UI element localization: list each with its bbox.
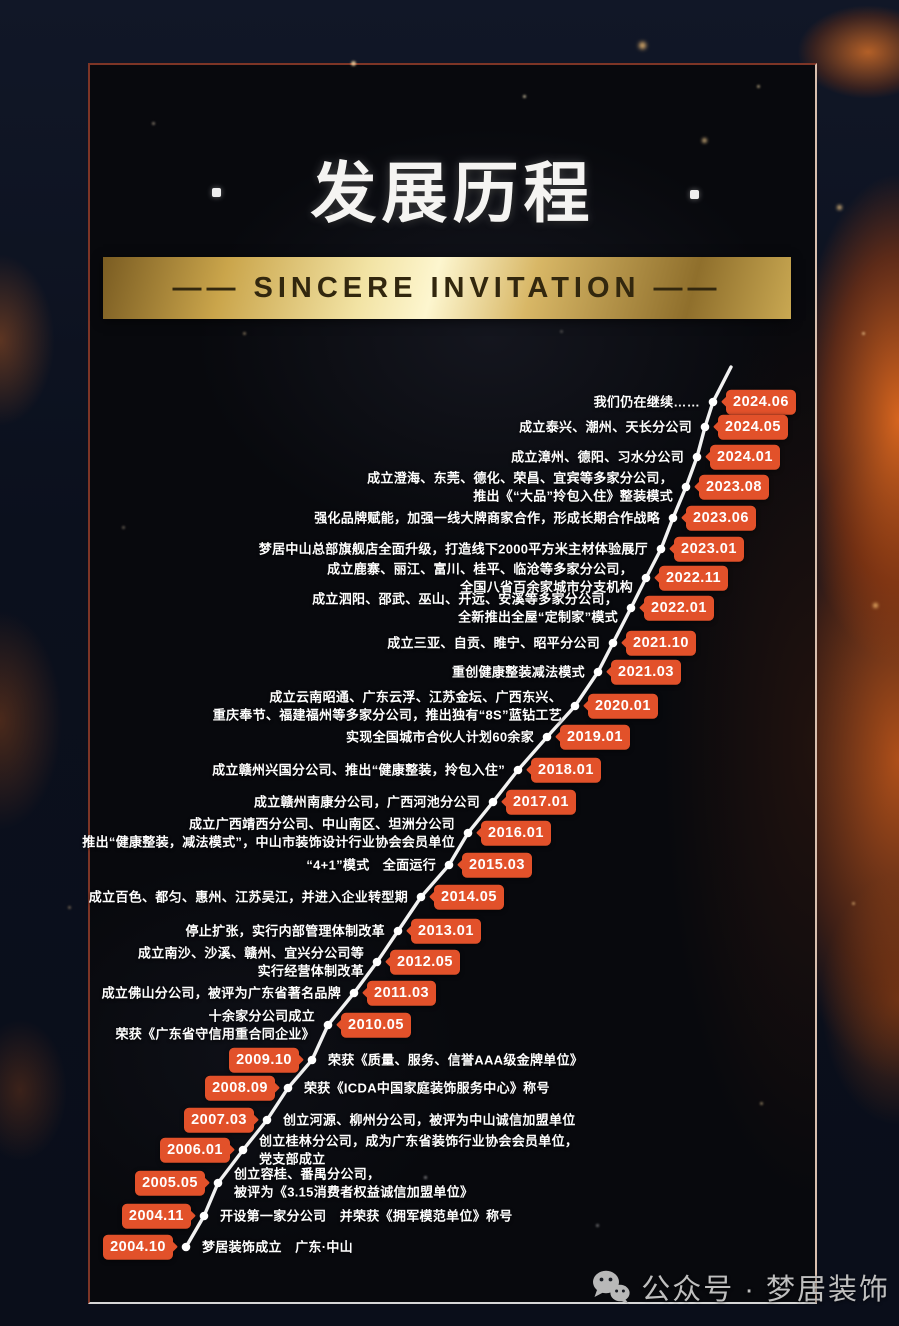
milestone-text: 成立百色、都匀、惠州、江苏吴江，并进入企业转型期 <box>88 889 408 905</box>
milestone-text: 强化品牌赋能，加强一线大牌商家合作，形成长期合作战略 <box>314 510 660 526</box>
milestone-text: 停止扩张，实行内部管理体制改革 <box>185 923 385 939</box>
watermark: 公众号 · 梦居装饰 <box>591 1266 890 1308</box>
date-badge: 2024.05 <box>718 414 788 440</box>
milestone-text: 开设第一家分公司 并荣获《拥军模范单位》称号 <box>220 1208 513 1224</box>
date-badge: 2021.10 <box>626 630 696 656</box>
milestone-text: 创立河源、柳州分公司，被评为中山诚信加盟单位 <box>283 1112 576 1128</box>
date-badge: 2012.05 <box>390 949 460 975</box>
date-badge: 2014.05 <box>434 884 504 910</box>
page-title: 发展历程 <box>310 158 595 231</box>
date-badge: 2020.01 <box>588 693 658 719</box>
date-badge: 2018.01 <box>531 757 601 783</box>
milestone-text: 成立赣州南康分公司，广西河池分公司 <box>253 794 480 810</box>
date-badge: 2007.03 <box>184 1107 254 1133</box>
date-badge: 2010.05 <box>341 1012 411 1038</box>
milestone-text: 成立赣州兴国分公司、推出“健康整装，拎包入住” <box>212 762 505 778</box>
milestone-text: 成立泰兴、潮州、天长分公司 <box>519 419 692 435</box>
milestone-text: 十余家分公司成立 荣获《广东省守信用重合同企业》 <box>115 1008 315 1042</box>
milestone-text: 创立桂林分公司，成为广东省装饰行业协会会员单位， 党支部成立 <box>259 1133 579 1167</box>
milestone-text: 创立容桂、番禺分公司， 被评为《3.15消费者权益诚信加盟单位》 <box>234 1166 474 1200</box>
milestone-text: 重创健康整装减法模式 <box>451 664 585 680</box>
milestone-text: 荣获《质量、服务、信誉AAA级金牌单位》 <box>328 1052 584 1068</box>
date-badge: 2004.10 <box>103 1234 173 1260</box>
title-dot-right <box>690 190 699 199</box>
date-badge: 2011.03 <box>367 980 437 1006</box>
milestone-text: 成立云南昭通、广东云浮、江苏金坛、广西东兴、 重庆奉节、福建福州等多家分公司，推出… <box>212 689 562 723</box>
date-badge: 2004.11 <box>121 1203 191 1229</box>
date-badge: 2009.10 <box>229 1047 299 1073</box>
milestone-text: 成立泗阳、邵武、巫山、开远、安溪等多家分公司， 全新推出全屋“定制家”模式 <box>312 591 618 625</box>
milestone-text: 成立佛山分公司，被评为广东省著名品牌 <box>101 985 341 1001</box>
date-badge: 2021.03 <box>611 659 681 685</box>
date-badge: 2023.06 <box>686 505 756 531</box>
date-badge: 2005.05 <box>135 1170 205 1196</box>
milestone-text: 荣获《ICDA中国家庭装饰服务中心》称号 <box>304 1080 550 1096</box>
date-badge: 2023.01 <box>674 536 744 562</box>
milestone-text: 实现全国城市合伙人计划60余家 <box>346 729 534 745</box>
date-badge: 2022.11 <box>659 565 729 591</box>
wechat-icon <box>591 1269 631 1305</box>
gold-banner: —— SINCERE INVITATION —— <box>103 257 791 319</box>
date-badge: 2017.01 <box>506 789 576 815</box>
date-badge: 2019.01 <box>560 724 630 750</box>
banner-text: —— SINCERE INVITATION —— <box>172 271 722 304</box>
date-badge: 2006.01 <box>160 1137 230 1163</box>
date-badge: 2013.01 <box>411 918 481 944</box>
date-badge: 2022.01 <box>644 595 714 621</box>
milestone-text: 成立三亚、自贡、睢宁、昭平分公司 <box>387 635 600 651</box>
milestone-text: 成立南沙、沙溪、赣州、宜兴分公司等 实行经营体制改革 <box>137 945 364 979</box>
milestone-text: 梦居中山总部旗舰店全面升级，打造线下2000平方米主材体验展厅 <box>258 541 648 557</box>
milestone-text: “4+1”模式 全面运行 <box>306 857 436 873</box>
date-badge: 2016.01 <box>481 820 551 846</box>
milestone-text: 成立漳州、德阳、习水分公司 <box>511 449 684 465</box>
date-badge: 2024.06 <box>726 389 796 415</box>
milestone-text: 成立广西靖西分公司、中山南区、坦洲分公司 推出“健康整装，减法模式”，中山市装饰设… <box>82 816 455 850</box>
date-badge: 2015.03 <box>462 852 532 878</box>
milestone-text: 成立澄海、东莞、德化、荣昌、宜宾等多家分公司， 推出《“大品”拎包入住》整装模式 <box>367 470 673 504</box>
milestone-text: 梦居装饰成立 广东·中山 <box>202 1239 353 1255</box>
watermark-text: 公众号 · 梦居装饰 <box>641 1274 890 1306</box>
title-dot-left <box>212 188 221 197</box>
milestone-text: 我们仍在继续…… <box>593 394 700 410</box>
date-badge: 2023.08 <box>699 474 769 500</box>
date-badge: 2008.09 <box>205 1075 275 1101</box>
date-badge: 2024.01 <box>710 444 780 470</box>
